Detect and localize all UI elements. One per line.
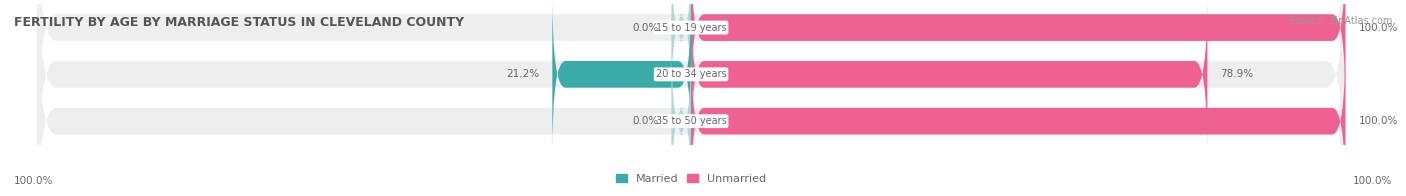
FancyBboxPatch shape — [672, 41, 692, 196]
Text: 100.0%: 100.0% — [1358, 23, 1398, 33]
Text: 0.0%: 0.0% — [633, 116, 658, 126]
Legend: Married, Unmarried: Married, Unmarried — [612, 169, 770, 188]
Text: 78.9%: 78.9% — [1220, 69, 1254, 79]
FancyBboxPatch shape — [37, 0, 1346, 196]
Text: 21.2%: 21.2% — [506, 69, 540, 79]
FancyBboxPatch shape — [37, 0, 1346, 155]
Text: Source: ZipAtlas.com: Source: ZipAtlas.com — [1288, 16, 1392, 26]
FancyBboxPatch shape — [690, 41, 1346, 196]
FancyBboxPatch shape — [553, 0, 692, 155]
Text: 0.0%: 0.0% — [633, 23, 658, 33]
FancyBboxPatch shape — [37, 0, 1346, 196]
Text: 20 to 34 years: 20 to 34 years — [655, 69, 727, 79]
Text: 100.0%: 100.0% — [1353, 176, 1392, 186]
FancyBboxPatch shape — [672, 0, 692, 108]
Text: 15 to 19 years: 15 to 19 years — [655, 23, 727, 33]
FancyBboxPatch shape — [690, 0, 1346, 108]
Text: 100.0%: 100.0% — [14, 176, 53, 186]
Text: 35 to 50 years: 35 to 50 years — [655, 116, 727, 126]
Text: FERTILITY BY AGE BY MARRIAGE STATUS IN CLEVELAND COUNTY: FERTILITY BY AGE BY MARRIAGE STATUS IN C… — [14, 16, 464, 29]
Text: 100.0%: 100.0% — [1358, 116, 1398, 126]
FancyBboxPatch shape — [690, 0, 1208, 155]
